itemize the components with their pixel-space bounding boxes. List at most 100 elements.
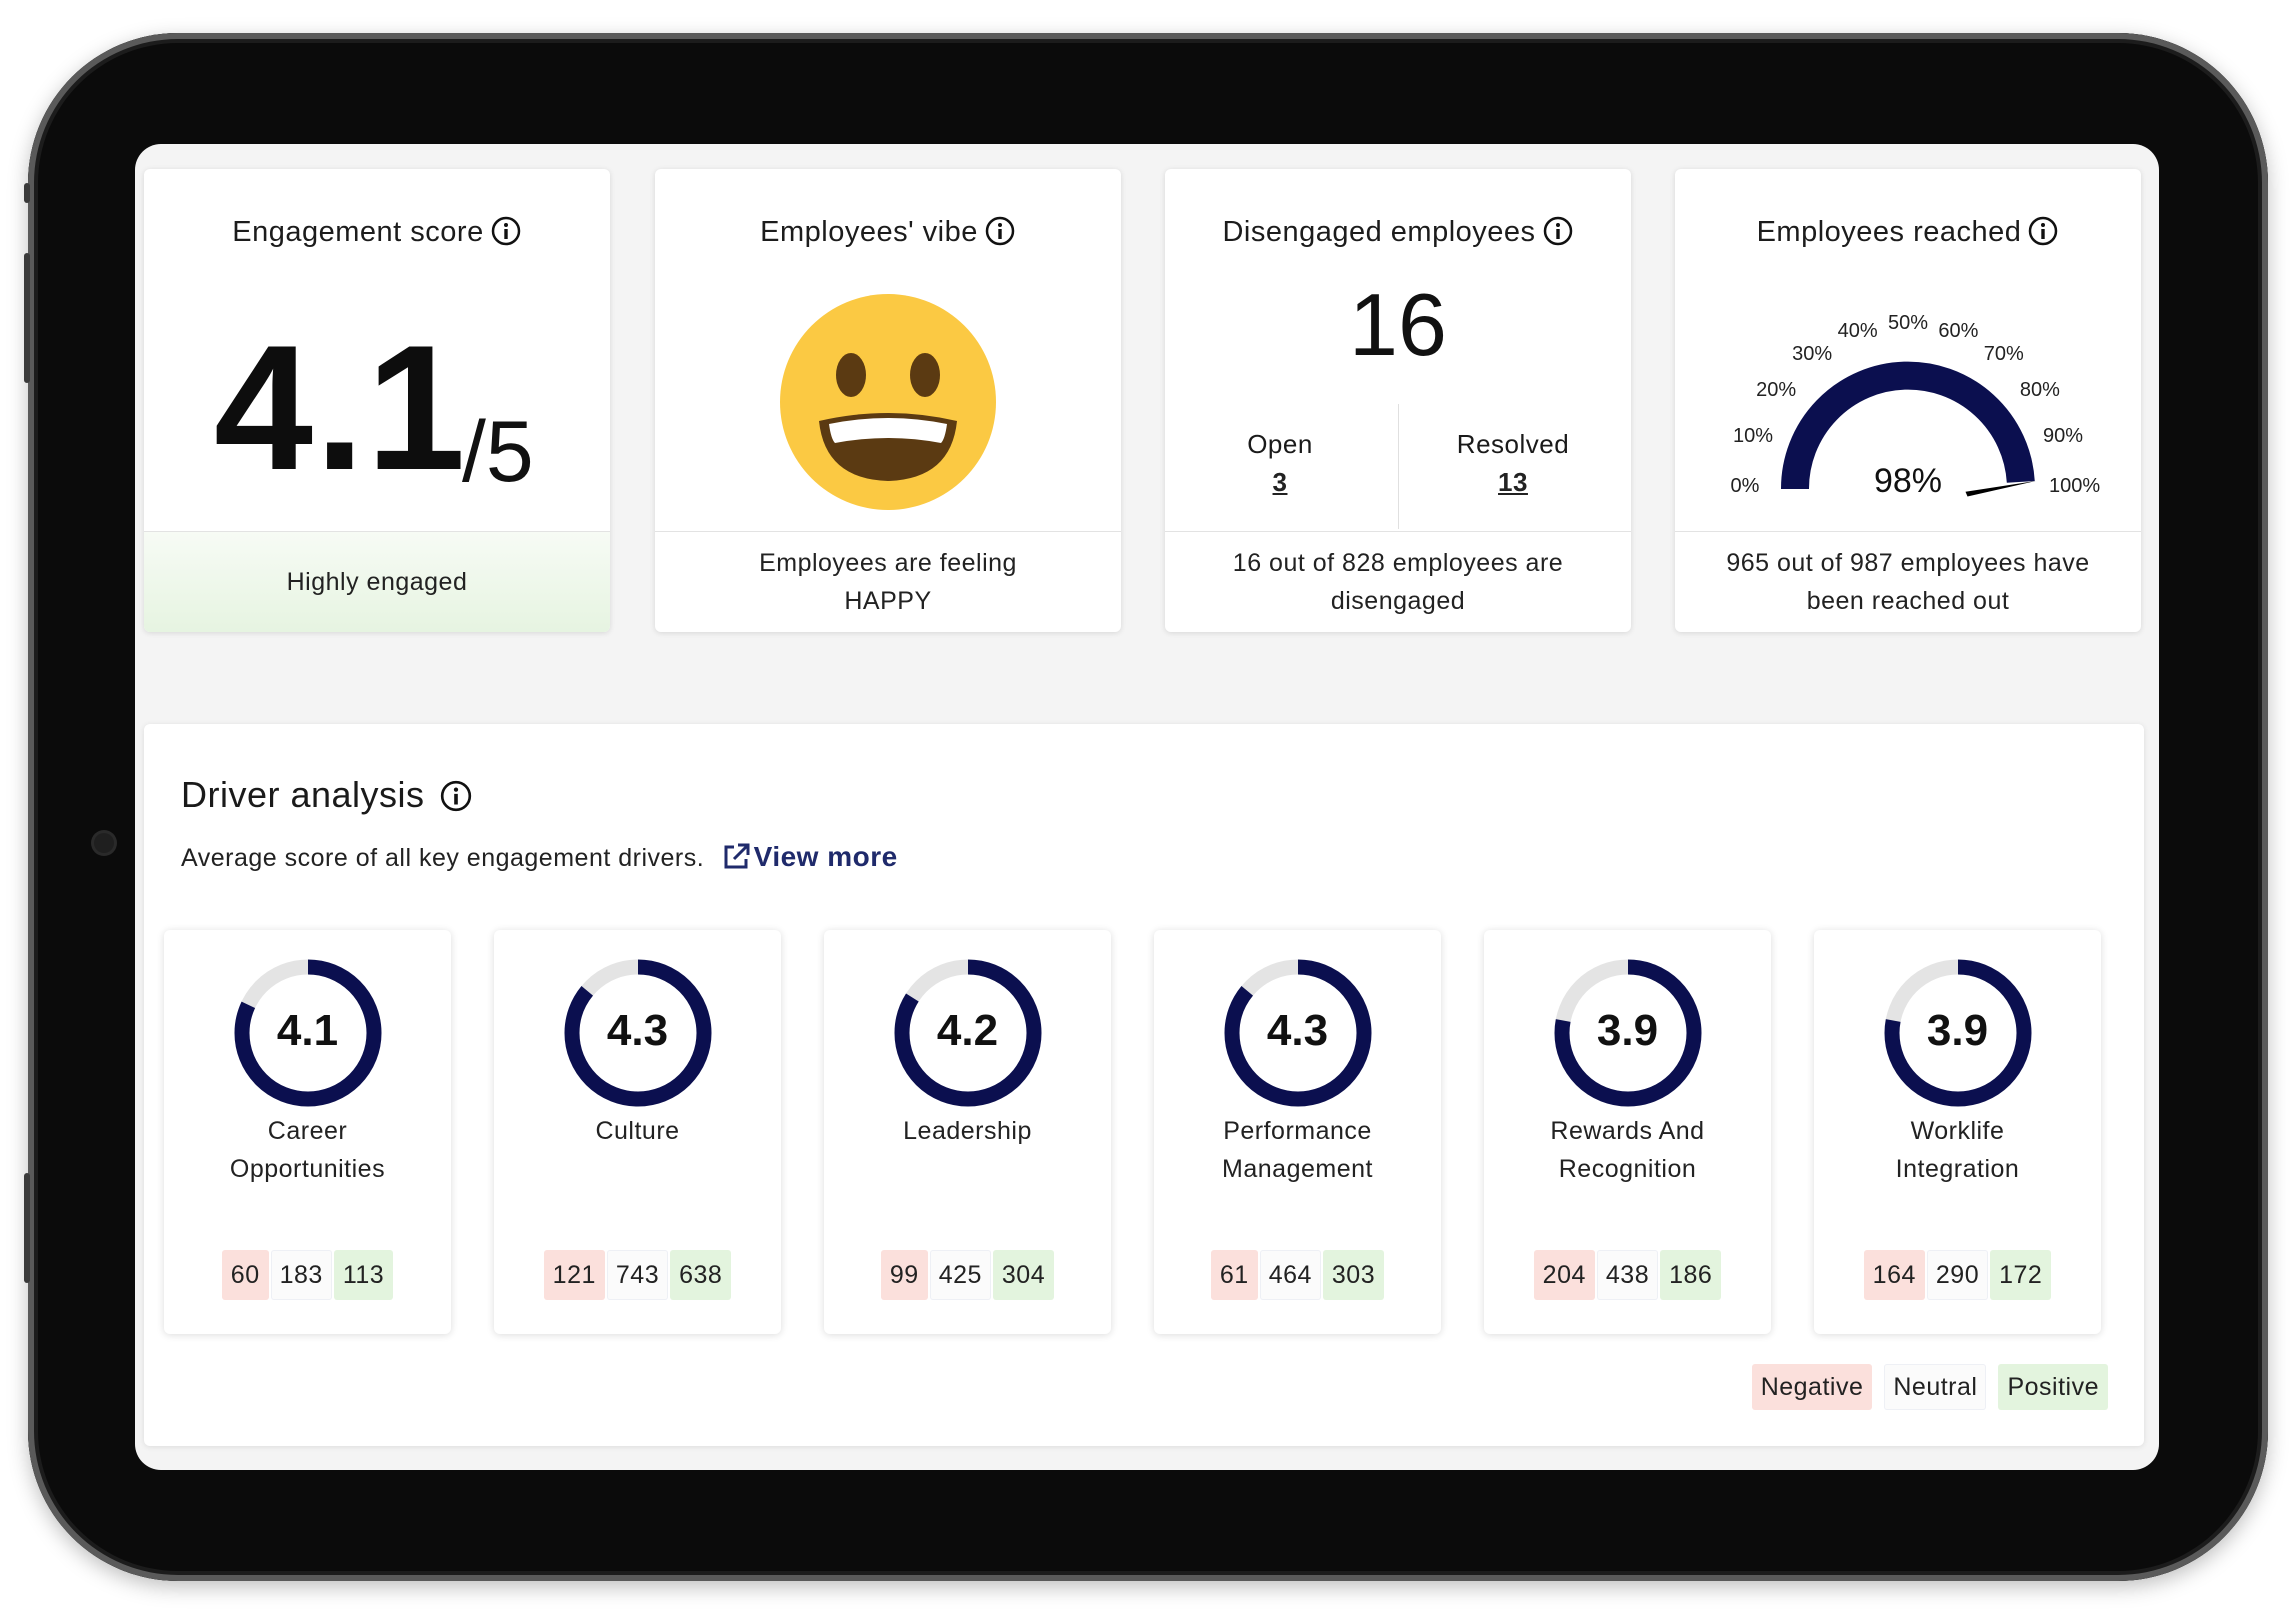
resolved-column: Resolved 13 (1398, 425, 1628, 501)
negative-count: 61 (1210, 1250, 1258, 1300)
driver-card[interactable]: 4.3 Culture 121 743 638 (494, 930, 781, 1334)
info-icon[interactable] (984, 215, 1016, 247)
info-icon[interactable] (2027, 215, 2059, 247)
driver-name: Worklife Integration (1814, 1112, 2101, 1188)
engagement-score-denominator: /5 (462, 404, 534, 500)
gauge-value: 98% (1873, 462, 1943, 500)
driver-card[interactable]: 4.1 Career Opportunities 60 183 113 (164, 930, 451, 1334)
driver-card[interactable]: 4.2 Leadership 99 425 304 (824, 930, 1111, 1334)
gauge-tick-label: 80% (2019, 379, 2060, 402)
side-button (24, 1173, 30, 1283)
negative-count: 99 (880, 1250, 928, 1300)
gauge-arc (1780, 361, 2035, 490)
employees-reached-title: Employees reached (1756, 216, 2022, 248)
driver-card[interactable]: 3.9 Rewards And Recognition 204 438 186 (1484, 930, 1771, 1334)
gauge-tick-label: 40% (1837, 319, 1878, 342)
positive-count: 638 (670, 1250, 732, 1300)
neutral-count: 290 (1926, 1250, 1989, 1300)
positive-count: 186 (1660, 1250, 1722, 1300)
legend-neutral: Neutral (1884, 1364, 1987, 1410)
sentiment-counts: 60 183 113 (164, 1250, 451, 1300)
legend-positive: Positive (1998, 1364, 2108, 1410)
driver-card[interactable]: 4.3 Performance Management 61 464 303 (1154, 930, 1441, 1334)
side-button (24, 253, 30, 383)
driver-name: Performance Management (1154, 1112, 1441, 1188)
sentiment-counts: 99 425 304 (824, 1250, 1111, 1300)
employees-vibe-title: Employees' vibe (760, 216, 978, 248)
view-more-label: View more (753, 841, 898, 872)
engagement-score-card: Engagement score 4.1 /5 Highly engaged (144, 169, 610, 632)
legend-negative: Negative (1751, 1364, 1873, 1410)
score-donut (1224, 959, 1372, 1107)
driver-score: 4.2 (936, 1006, 999, 1055)
disengaged-summary: 16 out of 828 employees are disengaged (1232, 549, 1564, 615)
card-title: Employees' vibe (655, 215, 1121, 249)
neutral-count: 425 (929, 1250, 991, 1300)
reach-gauge (1780, 361, 2036, 497)
score-donut (1554, 959, 1702, 1107)
gauge-tick-label: 20% (1756, 379, 1797, 402)
driver-score: 3.9 (1926, 1006, 1989, 1055)
gauge-tick-label: 50% (1887, 312, 1929, 334)
driver-card[interactable]: 3.9 Worklife Integration 164 290 172 (1814, 930, 2101, 1334)
negative-count: 164 (1863, 1250, 1925, 1300)
disengaged-employees-card: Disengaged employees 16 Open 3 Resolved … (1165, 169, 1631, 632)
driver-analysis-title: Driver analysis (181, 774, 473, 816)
negative-count: 60 (221, 1250, 269, 1300)
score-donut (564, 959, 712, 1107)
external-link-icon (724, 843, 750, 869)
driver-name-line: Performance (1223, 1117, 1372, 1145)
driver-name-line: Leadership (903, 1117, 1032, 1145)
neutral-count: 464 (1259, 1250, 1321, 1300)
driver-analysis-description: Average score of all key engagement driv… (181, 844, 705, 872)
negative-count: 204 (1533, 1250, 1595, 1300)
open-count-link[interactable]: 3 (1272, 467, 1288, 497)
view-more-link[interactable]: View more (712, 841, 898, 872)
disengaged-footer: 16 out of 828 employees are disengaged (1165, 531, 1631, 632)
disengaged-title: Disengaged employees (1222, 216, 1536, 248)
driver-name-line: Rewards And (1550, 1117, 1705, 1145)
smiley-icon (780, 294, 996, 510)
camera-dot (94, 833, 114, 853)
driver-score: 3.9 (1596, 1006, 1659, 1055)
gauge-tick-label: 70% (1983, 343, 2024, 366)
gauge-tick-label: 30% (1792, 343, 1833, 366)
sentiment-legend: Negative Neutral Positive (1751, 1364, 2108, 1410)
driver-name-line: Recognition (1558, 1155, 1697, 1183)
employees-vibe-card: Employees' vibe Employees are feeling HA… (655, 169, 1121, 632)
neutral-count: 743 (606, 1250, 669, 1300)
driver-analysis-heading: Driver analysis (181, 774, 425, 815)
driver-score: 4.1 (276, 1006, 339, 1055)
driver-name-line: Management (1222, 1155, 1373, 1183)
sentiment-counts: 164 290 172 (1814, 1250, 2101, 1300)
positive-count: 304 (992, 1250, 1055, 1300)
driver-name: Leadership (824, 1112, 1111, 1150)
gauge-tick-label: 90% (2043, 424, 2084, 447)
info-icon[interactable] (439, 779, 473, 813)
employees-reached-card: Employees reached 0% 10% 20% 30% 40% 50% 60% 70… (1675, 169, 2141, 632)
score-donut (1884, 959, 2032, 1107)
neutral-count: 438 (1596, 1250, 1659, 1300)
reach-summary: 965 out of 987 employees have been reach… (1726, 549, 2090, 615)
info-icon[interactable] (1542, 215, 1574, 247)
positive-count: 303 (1322, 1250, 1385, 1300)
open-column: Open 3 (1165, 425, 1395, 501)
employees-reached-footer: 965 out of 987 employees have been reach… (1675, 531, 2141, 632)
info-icon[interactable] (490, 215, 522, 247)
driver-name-line: Worklife (1910, 1117, 2005, 1145)
neutral-count: 183 (270, 1250, 332, 1300)
vibe-summary: Employees are feeling HAPPY (759, 549, 1017, 615)
resolved-count-link[interactable]: 13 (1498, 467, 1528, 497)
disengaged-count: 16 (1349, 275, 1447, 374)
driver-name-line: Career (267, 1117, 348, 1145)
gauge-needle (1965, 481, 2036, 497)
driver-name-line: Opportunities (229, 1155, 386, 1183)
score-donut (894, 959, 1042, 1107)
positive-count: 113 (333, 1250, 394, 1300)
driver-score: 4.3 (606, 1006, 669, 1055)
sentiment-counts: 204 438 186 (1484, 1250, 1771, 1300)
gauge-tick-label: 10% (1732, 424, 1773, 447)
dashboard-screen: Engagement score 4.1 /5 Highly engaged E… (135, 144, 2159, 1470)
driver-analysis-subtitle: Average score of all key engagement driv… (181, 841, 898, 873)
employees-vibe-footer: Employees are feeling HAPPY (655, 531, 1121, 632)
